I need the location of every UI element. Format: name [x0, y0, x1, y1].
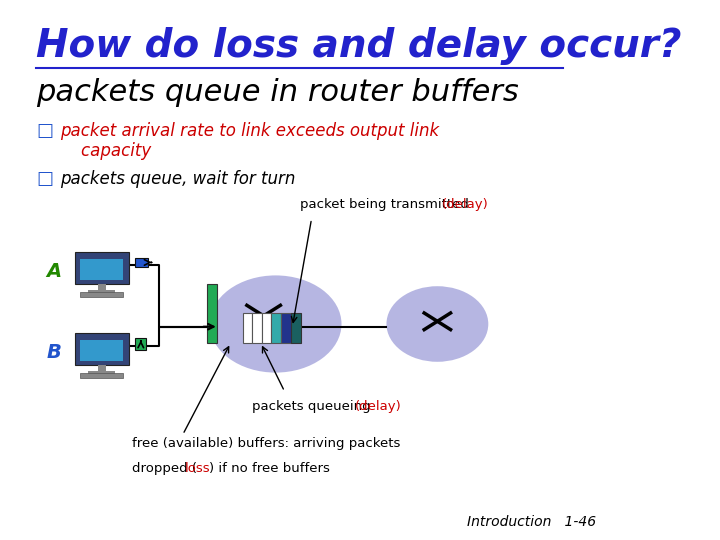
Text: How do loss and delay occur?: How do loss and delay occur?: [36, 27, 681, 65]
Text: free (available) buffers: arriving packets: free (available) buffers: arriving packe…: [132, 437, 400, 450]
Text: packet being transmitted: packet being transmitted: [300, 198, 473, 211]
FancyBboxPatch shape: [75, 252, 129, 284]
FancyBboxPatch shape: [135, 338, 145, 350]
FancyBboxPatch shape: [281, 313, 291, 343]
Text: ) if no free buffers: ) if no free buffers: [209, 462, 329, 475]
Text: packets queue, wait for turn: packets queue, wait for turn: [60, 170, 295, 188]
Ellipse shape: [210, 275, 341, 373]
Text: loss: loss: [184, 462, 210, 475]
Text: Introduction   1-46: Introduction 1-46: [467, 515, 596, 529]
Text: dropped (: dropped (: [132, 462, 197, 475]
Text: (delay): (delay): [355, 400, 402, 413]
Text: □: □: [36, 170, 53, 188]
FancyBboxPatch shape: [291, 313, 301, 343]
FancyBboxPatch shape: [81, 292, 123, 297]
FancyBboxPatch shape: [262, 313, 271, 343]
FancyBboxPatch shape: [89, 291, 115, 293]
FancyBboxPatch shape: [75, 333, 129, 364]
FancyBboxPatch shape: [135, 258, 148, 267]
Text: packet arrival rate to link exceeds output link
    capacity: packet arrival rate to link exceeds outp…: [60, 122, 439, 160]
FancyBboxPatch shape: [271, 313, 281, 343]
FancyBboxPatch shape: [89, 372, 115, 374]
FancyBboxPatch shape: [98, 364, 106, 372]
FancyBboxPatch shape: [98, 284, 106, 291]
FancyBboxPatch shape: [81, 259, 123, 280]
FancyBboxPatch shape: [243, 313, 252, 343]
Text: packets queue in router buffers: packets queue in router buffers: [36, 78, 518, 107]
Text: packets queueing: packets queueing: [252, 400, 374, 413]
Text: B: B: [47, 343, 61, 362]
Text: □: □: [36, 122, 53, 139]
Text: (delay): (delay): [442, 198, 489, 211]
FancyBboxPatch shape: [81, 340, 123, 361]
Ellipse shape: [387, 286, 488, 362]
Text: A: A: [46, 262, 61, 281]
FancyBboxPatch shape: [207, 284, 217, 343]
FancyBboxPatch shape: [252, 313, 262, 343]
FancyBboxPatch shape: [81, 373, 123, 378]
